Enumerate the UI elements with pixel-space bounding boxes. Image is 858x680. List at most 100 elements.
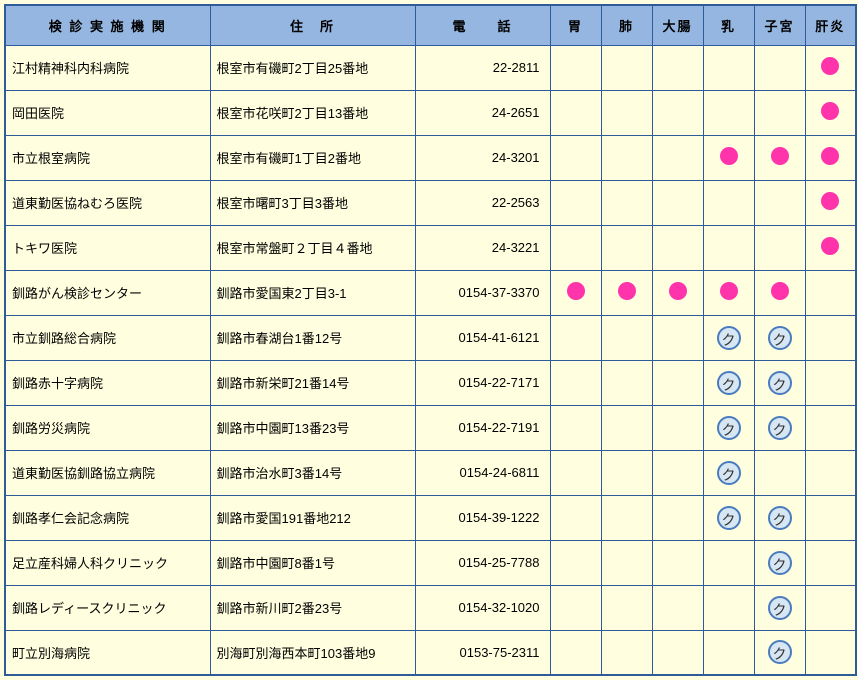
cell-institution: 釧路労災病院 — [5, 405, 210, 450]
cell-mark — [550, 315, 601, 360]
cell-mark — [754, 450, 805, 495]
cell-mark — [652, 180, 703, 225]
cell-institution: 釧路孝仁会記念病院 — [5, 495, 210, 540]
ku-badge: ク — [768, 326, 792, 350]
cell-mark — [601, 90, 652, 135]
ku-badge: ク — [768, 640, 792, 664]
ku-badge: ク — [717, 416, 741, 440]
cell-mark — [550, 495, 601, 540]
cell-mark: ク — [754, 630, 805, 675]
dot-icon — [821, 147, 839, 165]
cell-mark: ク — [754, 585, 805, 630]
dot-icon — [720, 282, 738, 300]
cell-telephone: 24-3201 — [415, 135, 550, 180]
cell-mark: ク — [754, 495, 805, 540]
cell-mark — [601, 405, 652, 450]
cell-mark — [550, 45, 601, 90]
cell-mark — [652, 225, 703, 270]
cell-mark — [703, 180, 754, 225]
header-stomach: 胃 — [550, 5, 601, 45]
cell-mark — [754, 225, 805, 270]
ku-badge: ク — [768, 506, 792, 530]
cell-institution: 江村精神科内科病院 — [5, 45, 210, 90]
cell-mark — [652, 495, 703, 540]
ku-badge: ク — [717, 371, 741, 395]
cell-telephone: 0153-75-2311 — [415, 630, 550, 675]
cell-mark: ク — [703, 360, 754, 405]
table-row: 町立別海病院別海町別海西本町103番地90153-75-2311 ク — [5, 630, 856, 675]
ku-badge: ク — [717, 461, 741, 485]
cell-institution: 市立根室病院 — [5, 135, 210, 180]
dot-icon — [821, 237, 839, 255]
cell-mark — [550, 405, 601, 450]
table-row: 釧路孝仁会記念病院釧路市愛国191番地2120154-39-1222クク — [5, 495, 856, 540]
ku-badge: ク — [768, 416, 792, 440]
table-header-row: 検 診 実 施 機 関 住 所 電 話 胃 肺 大腸 乳 子宮 肝炎 — [5, 5, 856, 45]
ku-badge: ク — [717, 506, 741, 530]
cell-mark: ク — [754, 405, 805, 450]
dot-icon — [567, 282, 585, 300]
header-hepatitis: 肝炎 — [805, 5, 856, 45]
dot-icon — [669, 282, 687, 300]
header-breast: 乳 — [703, 5, 754, 45]
header-uterus: 子宮 — [754, 5, 805, 45]
cell-mark — [754, 135, 805, 180]
cell-institution: 道東勤医協ねむろ医院 — [5, 180, 210, 225]
cell-mark — [805, 360, 856, 405]
cell-mark — [754, 270, 805, 315]
cell-mark — [601, 180, 652, 225]
cell-mark — [601, 270, 652, 315]
cell-institution: 市立釧路総合病院 — [5, 315, 210, 360]
cell-mark — [703, 630, 754, 675]
cell-telephone: 24-2651 — [415, 90, 550, 135]
cell-address: 釧路市新川町2番23号 — [210, 585, 415, 630]
cell-address: 釧路市中園町8番1号 — [210, 540, 415, 585]
table-row: 市立根室病院根室市有磯町1丁目2番地24-3201 — [5, 135, 856, 180]
cell-mark — [601, 540, 652, 585]
cell-address: 釧路市愛国191番地212 — [210, 495, 415, 540]
cell-mark: ク — [703, 315, 754, 360]
ku-badge: ク — [768, 551, 792, 575]
cell-mark — [601, 450, 652, 495]
table-row: 岡田医院根室市花咲町2丁目13番地24-2651 — [5, 90, 856, 135]
cell-telephone: 0154-22-7171 — [415, 360, 550, 405]
table-row: 釧路がん検診センター釧路市愛国東2丁目3-10154-37-3370 — [5, 270, 856, 315]
ku-badge: ク — [768, 371, 792, 395]
cell-mark — [754, 90, 805, 135]
cell-address: 別海町別海西本町103番地9 — [210, 630, 415, 675]
cell-mark — [703, 90, 754, 135]
cell-telephone: 0154-37-3370 — [415, 270, 550, 315]
cell-mark — [652, 450, 703, 495]
cell-telephone: 0154-25-7788 — [415, 540, 550, 585]
cell-mark — [805, 585, 856, 630]
cell-mark — [550, 180, 601, 225]
table-row: 釧路労災病院釧路市中園町13番23号0154-22-7191クク — [5, 405, 856, 450]
cell-mark: ク — [754, 315, 805, 360]
cell-institution: 釧路がん検診センター — [5, 270, 210, 315]
cell-mark — [652, 630, 703, 675]
cell-mark — [703, 45, 754, 90]
screening-institution-table: 検 診 実 施 機 関 住 所 電 話 胃 肺 大腸 乳 子宮 肝炎 江村精神科… — [4, 4, 857, 676]
cell-mark — [805, 540, 856, 585]
cell-institution: トキワ医院 — [5, 225, 210, 270]
dot-icon — [821, 102, 839, 120]
cell-mark — [703, 135, 754, 180]
cell-mark — [805, 450, 856, 495]
table-row: トキワ医院根室市常盤町２丁目４番地24-3221 — [5, 225, 856, 270]
cell-mark — [550, 540, 601, 585]
cell-address: 釧路市愛国東2丁目3-1 — [210, 270, 415, 315]
cell-institution: 町立別海病院 — [5, 630, 210, 675]
cell-institution: 足立産科婦人科クリニック — [5, 540, 210, 585]
cell-address: 釧路市治水町3番14号 — [210, 450, 415, 495]
cell-mark — [805, 630, 856, 675]
cell-mark: ク — [703, 495, 754, 540]
cell-address: 釧路市中園町13番23号 — [210, 405, 415, 450]
cell-mark — [805, 90, 856, 135]
dot-icon — [771, 282, 789, 300]
cell-mark — [703, 540, 754, 585]
cell-mark — [550, 360, 601, 405]
cell-mark — [805, 405, 856, 450]
cell-mark — [652, 315, 703, 360]
cell-telephone: 24-3221 — [415, 225, 550, 270]
table-row: 釧路赤十字病院釧路市新栄町21番14号0154-22-7171クク — [5, 360, 856, 405]
